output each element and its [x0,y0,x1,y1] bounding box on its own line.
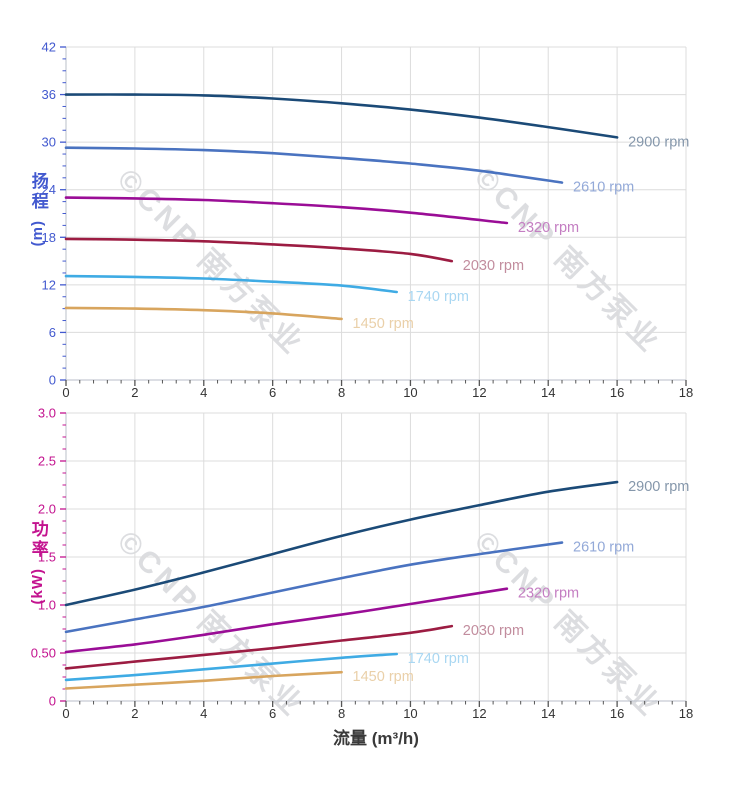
y-axis-title-head-text: 扬程 [28,172,48,212]
x-tick-label: 10 [403,706,417,721]
curve-label-1450-rpm: 1450 rpm [353,669,414,685]
x-tick-label: 2 [131,385,138,400]
x-tick-label: 10 [403,385,417,400]
y-tick-label: 6 [49,325,56,340]
curve-label-2900-rpm: 2900 rpm [628,134,689,150]
x-tick-label: 6 [269,385,276,400]
curve-label-1450-rpm: 1450 rpm [353,316,414,332]
x-tick-label: 12 [472,385,486,400]
curve-label-2320-rpm: 2320 rpm [518,586,579,602]
y-axis-title-head: 扬程 (m) [28,172,48,247]
x-axis-title: 流量 (m³/h) [333,729,419,748]
curve-label-1740-rpm: 1740 rpm [408,651,469,667]
y-tick-label: 0 [49,694,56,709]
curve-2030-rpm [64,624,454,670]
x-tick-label: 12 [472,706,486,721]
curve-label-2610-rpm: 2610 rpm [573,540,634,556]
y-tick-label: 1.0 [38,598,56,613]
y-tick-label: 3.0 [38,406,56,421]
curve-1740-rpm [64,274,398,294]
y-axis-unit-head: (m) [28,220,46,247]
x-tick-label: 14 [541,706,555,721]
y-tick-label: 0 [49,373,56,388]
y-axis-title-power-text: 功率 [28,520,48,560]
x-tick-label: 18 [679,385,693,400]
x-tick-label: 14 [541,385,555,400]
y-tick-label: 0.50 [31,646,56,661]
curve-2900-rpm [64,93,619,139]
x-tick-label: 6 [269,706,276,721]
x-tick-label: 16 [610,706,624,721]
x-tick-label: 8 [338,706,345,721]
curve-1740-rpm [64,652,398,682]
curve-label-2900-rpm: 2900 rpm [628,479,689,495]
x-tick-label: 8 [338,385,345,400]
y-tick-label: 2.5 [38,454,56,469]
x-tick-label: 4 [200,385,207,400]
curve-2320-rpm [64,587,509,654]
curve-2320-rpm [64,196,509,225]
x-tick-label: 4 [200,706,207,721]
curve-label-2030-rpm: 2030 rpm [463,623,524,639]
curve-1450-rpm [64,670,343,690]
y-tick-label: 12 [42,277,56,292]
x-tick-label: 18 [679,706,693,721]
curve-2030-rpm [64,237,454,263]
curve-2610-rpm [64,146,564,184]
curve-label-1740-rpm: 1740 rpm [408,289,469,305]
y-tick-label: 18 [42,230,56,245]
y-tick-label: 36 [42,87,56,102]
y-tick-label: 24 [42,182,56,197]
curve-1450-rpm [64,306,343,321]
curve-2610-rpm [64,541,564,634]
y-axis-title-power: 功率 (kW) [28,520,48,605]
curve-2900-rpm [64,480,619,607]
x-tick-label: 2 [131,706,138,721]
curve-label-2320-rpm: 2320 rpm [518,220,579,236]
x-tick-label: 0 [62,385,69,400]
curve-label-2610-rpm: 2610 rpm [573,180,634,196]
y-tick-label: 42 [42,40,56,55]
y-tick-label: 30 [42,135,56,150]
y-axis-unit-power: (kW) [28,568,46,605]
y-tick-label: 2.0 [38,502,56,517]
x-tick-label: 0 [62,706,69,721]
y-tick-label: 1.5 [38,550,56,565]
x-tick-label: 16 [610,385,624,400]
curve-label-2030-rpm: 2030 rpm [463,258,524,274]
